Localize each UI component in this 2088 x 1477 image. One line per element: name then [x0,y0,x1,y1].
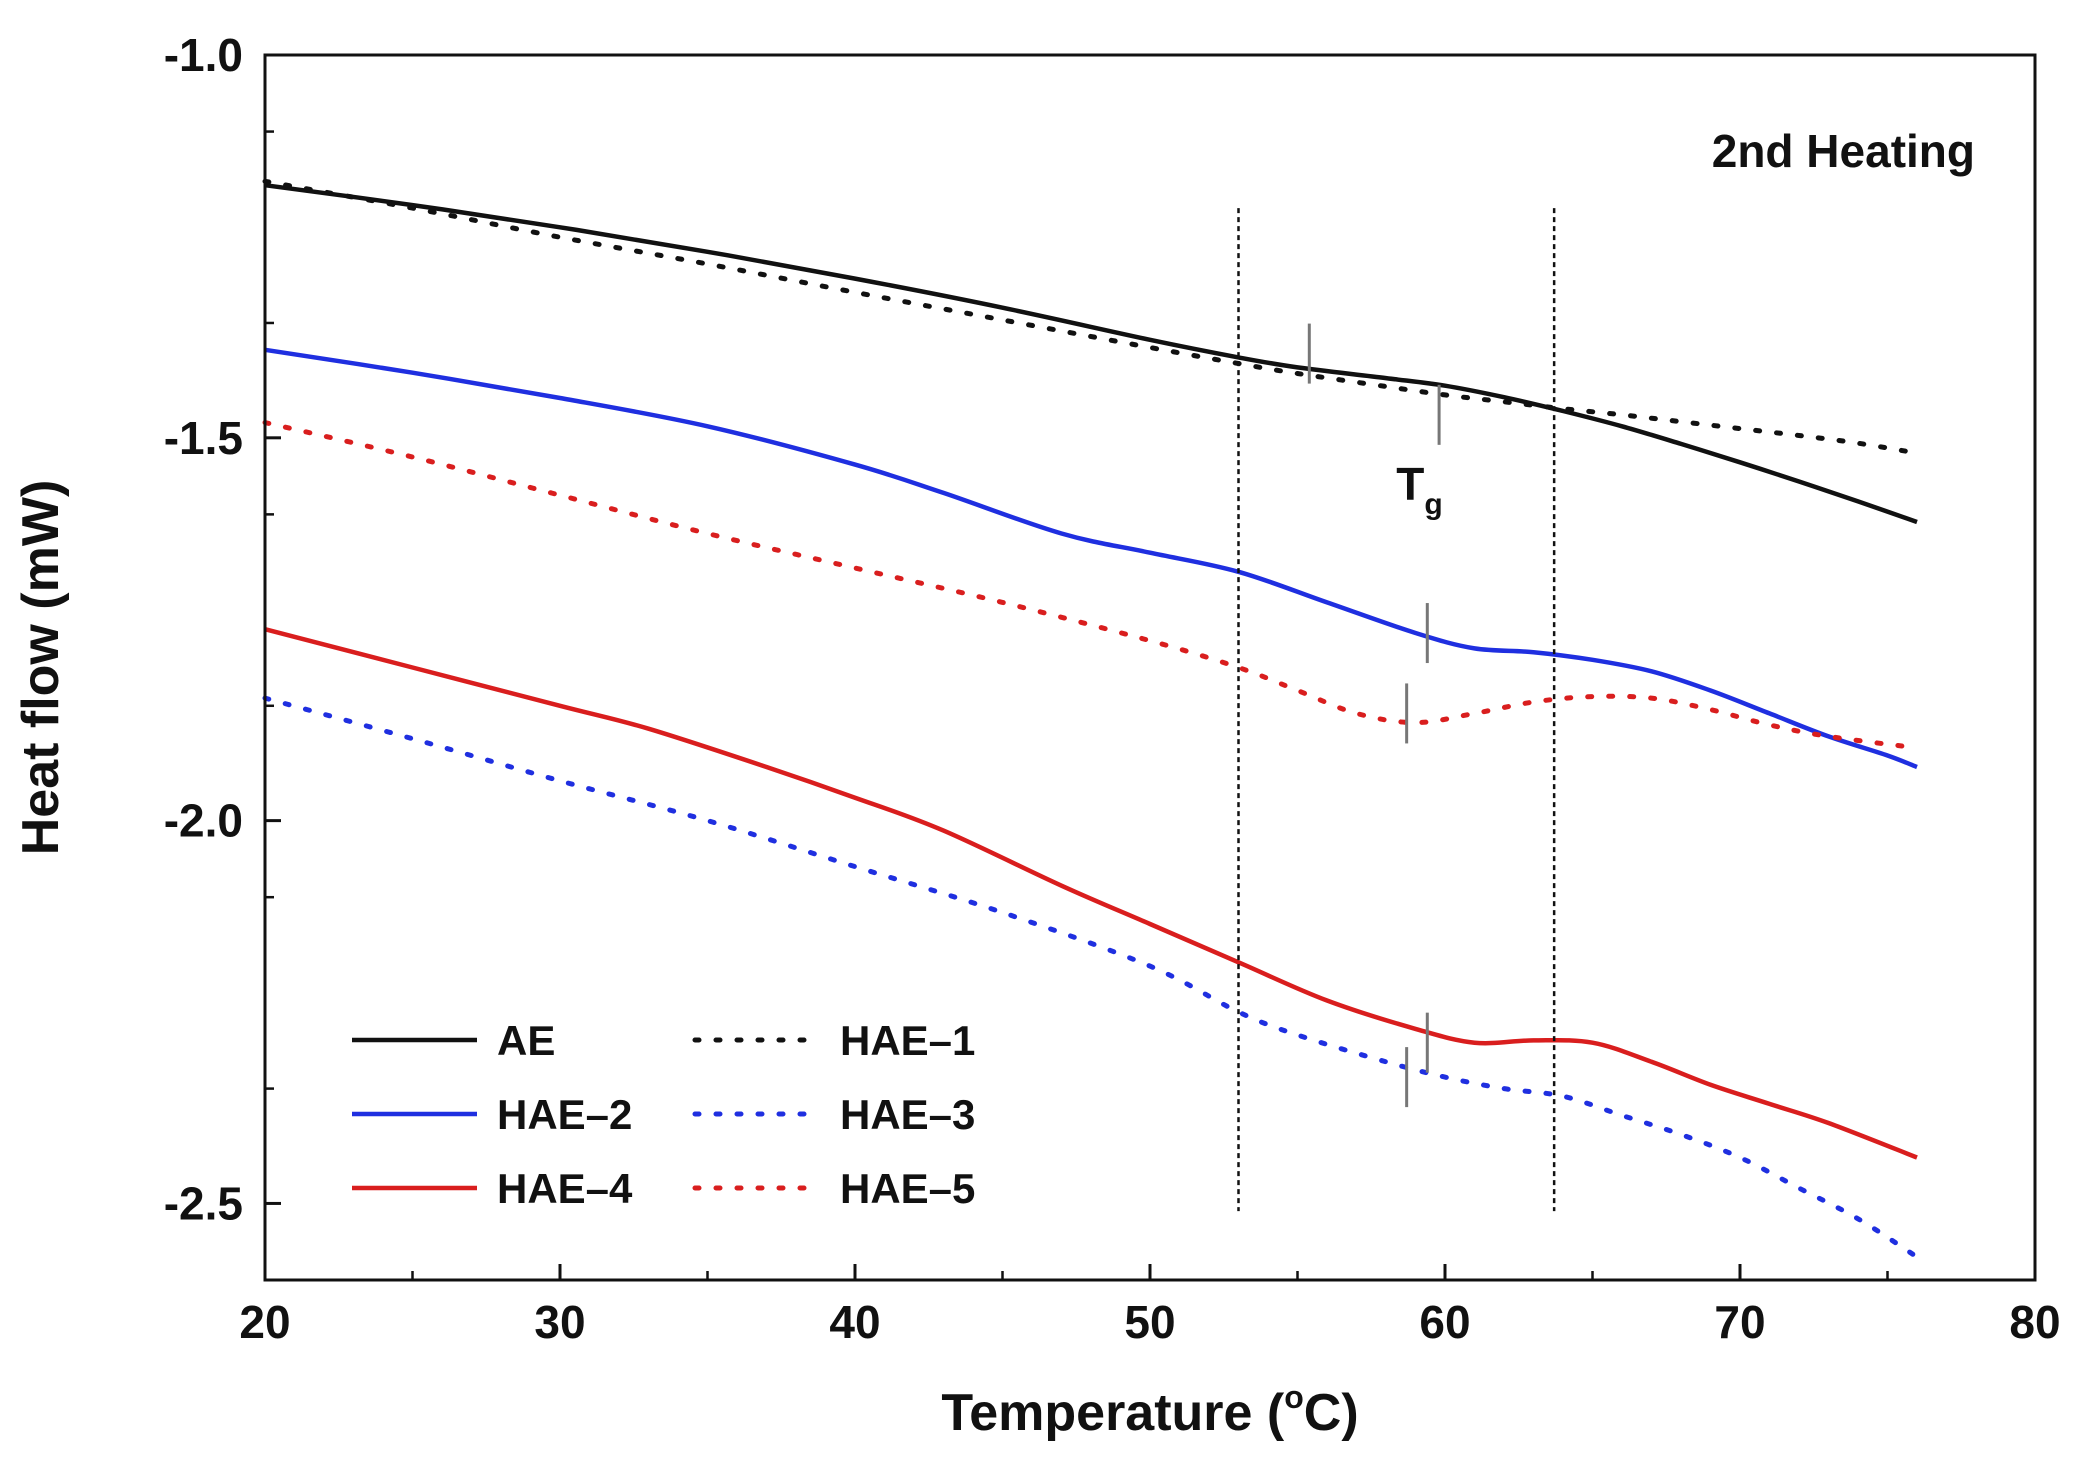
tg-label: Tg [1396,458,1442,521]
x-axis-unit-degree: o [1284,1379,1304,1415]
x-tick-label: 50 [1124,1296,1175,1348]
x-axis-title-main: Temperature [941,1384,1252,1442]
x-axis-title-close-paren: ) [1341,1384,1358,1442]
legend-label-hae-5: HAE–5 [840,1165,975,1212]
x-tick-label: 30 [534,1296,585,1348]
legend: AE HAE–1 HAE–2 HAE–3 HAE–4 HAE–5 [352,1017,975,1212]
x-axis-ticks: 20 30 40 50 60 70 80 [239,1264,2061,1348]
y-tick-label: -1.0 [164,29,243,81]
y-axis-title: Heat flow (mW) [12,480,70,856]
y-tick-label: -1.5 [164,412,243,464]
x-tick-label: 40 [829,1296,880,1348]
y-axis-ticks: -1.0 -1.5 -2.0 -2.5 [164,29,281,1282]
series-line-hae-4 [264,627,1918,1160]
x-tick-label: 70 [1714,1296,1765,1348]
x-axis-title: Temperature (oC) [941,1379,1358,1442]
x-tick-label: 80 [2009,1296,2060,1348]
x-axis-title-open-paren: ( [1252,1384,1284,1442]
tg-label-subscript: g [1424,488,1442,521]
legend-label-hae-3: HAE–3 [840,1091,975,1138]
series-line-ae [264,182,1918,525]
x-axis-unit: C [1304,1384,1342,1442]
legend-label-hae-2: HAE–2 [497,1091,632,1138]
legend-label-hae-4: HAE–4 [497,1165,633,1212]
y-tick-label: -2.0 [164,795,243,847]
legend-label-ae: AE [497,1017,555,1064]
legend-label-hae-1: HAE–1 [840,1017,975,1064]
series-line-hae-5 [262,420,1920,751]
tg-mark-layer [1307,323,1441,1108]
x-tick-label: 20 [239,1296,290,1348]
series-layer [262,178,1920,1260]
tg-label-main: T [1396,458,1424,510]
y-tick-label: -2.5 [164,1177,243,1229]
series-line-hae-2 [264,347,1918,770]
second-heating-label: 2nd Heating [1712,125,1975,177]
x-tick-label: 60 [1419,1296,1470,1348]
